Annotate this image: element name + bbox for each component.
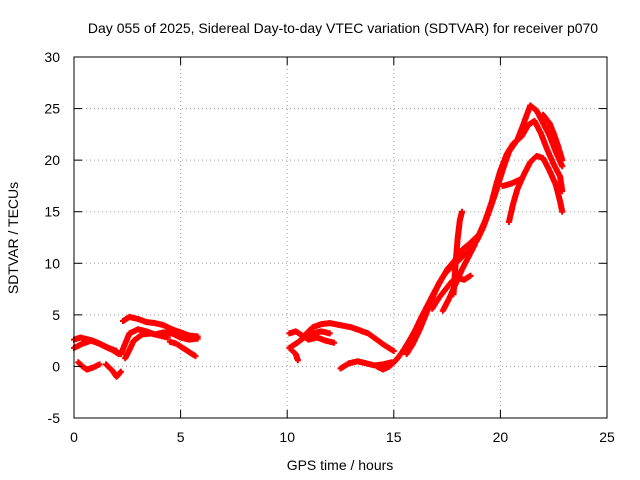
data-point — [117, 368, 124, 375]
data-point — [96, 361, 103, 368]
data-point — [192, 353, 199, 360]
y-tick-label: 15 — [44, 204, 60, 220]
x-tick-label: 15 — [386, 429, 402, 445]
y-axis-title: SDTVAR / TECUs — [5, 182, 21, 294]
x-tick-label: 20 — [493, 429, 509, 445]
y-tick-label: 0 — [52, 358, 60, 374]
x-tick-label: 10 — [279, 429, 295, 445]
x-tick-label: 5 — [177, 429, 185, 445]
data-point — [459, 208, 465, 215]
ticks: 0 5 10 15 20 25 -5 0 5 10 15 20 25 30 — [44, 49, 615, 445]
data-point — [471, 241, 478, 248]
y-tick-label: 10 — [44, 255, 60, 271]
x-tick-label: 25 — [599, 429, 615, 445]
y-tick-label: 20 — [44, 152, 60, 168]
data-point — [390, 348, 397, 354]
x-tick-label: 0 — [70, 429, 78, 445]
data-point — [467, 272, 474, 279]
chart-title: Day 055 of 2025, Sidereal Day-to-day VTE… — [88, 20, 598, 36]
y-tick-label: 30 — [44, 49, 60, 65]
plot-frame — [73, 56, 608, 419]
x-axis-title: GPS time / hours — [287, 457, 394, 473]
data-point — [194, 333, 201, 340]
data-points — [71, 102, 566, 380]
data-point — [559, 157, 566, 164]
data-point — [164, 334, 171, 341]
data-point — [331, 339, 338, 346]
data-point — [294, 357, 301, 364]
data-point — [326, 330, 333, 337]
y-tick-label: 5 — [52, 307, 60, 323]
y-tick-label: -5 — [48, 410, 61, 426]
data-point — [113, 348, 120, 354]
grid — [74, 57, 607, 418]
data-point — [559, 208, 566, 215]
data-point — [559, 163, 566, 170]
y-tick-label: 25 — [44, 101, 60, 117]
